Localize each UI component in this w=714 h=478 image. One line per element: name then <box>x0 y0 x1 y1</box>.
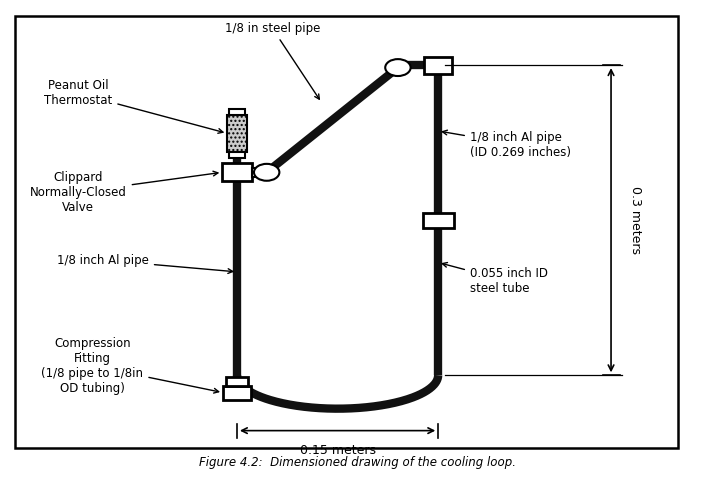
Text: Figure 4.2:  Dimensioned drawing of the cooling loop.: Figure 4.2: Dimensioned drawing of the c… <box>198 456 516 469</box>
Text: 0.3 meters: 0.3 meters <box>629 186 642 254</box>
Circle shape <box>386 59 411 76</box>
Text: 0.15 meters: 0.15 meters <box>300 444 376 457</box>
Text: Peanut Oil
Thermostat: Peanut Oil Thermostat <box>44 79 223 133</box>
Bar <box>229 152 245 158</box>
Circle shape <box>254 164 279 181</box>
Bar <box>227 115 247 152</box>
Text: 1/8 in steel pipe: 1/8 in steel pipe <box>225 22 320 99</box>
Text: 1/8 inch Al pipe: 1/8 inch Al pipe <box>57 254 233 273</box>
Bar <box>252 168 267 177</box>
Bar <box>226 377 248 386</box>
Bar <box>223 386 251 400</box>
Bar <box>222 163 252 181</box>
Bar <box>229 109 245 115</box>
Text: Compression
Fitting
(1/8 pipe to 1/8in
OD tubing): Compression Fitting (1/8 pipe to 1/8in O… <box>41 337 218 395</box>
Text: 1/8 inch Al pipe
(ID 0.269 inches): 1/8 inch Al pipe (ID 0.269 inches) <box>443 130 571 159</box>
Bar <box>424 57 452 74</box>
Text: Clippard
Normally-Closed
Valve: Clippard Normally-Closed Valve <box>30 171 218 214</box>
Bar <box>423 213 453 228</box>
Text: 0.055 inch ID
steel tube: 0.055 inch ID steel tube <box>443 262 548 295</box>
